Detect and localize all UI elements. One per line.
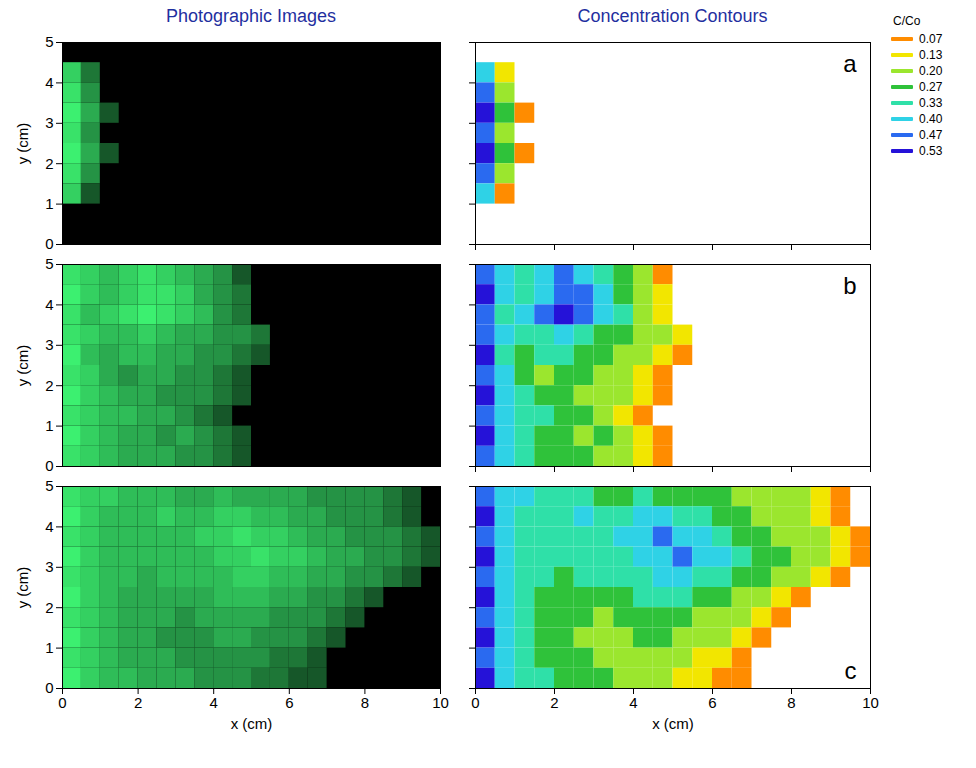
svg-text:4: 4: [45, 518, 53, 535]
svg-text:5: 5: [45, 255, 53, 272]
html-text:0.40: 0.40: [919, 112, 943, 126]
svg-text:2: 2: [45, 155, 53, 172]
html-text:0.47: 0.47: [919, 128, 943, 142]
html-text:0.53: 0.53: [919, 144, 943, 158]
svg-text:y (cm): y (cm): [14, 123, 31, 165]
svg-text:5: 5: [45, 477, 53, 494]
svg-text:a: a: [843, 50, 857, 77]
svg-text:y (cm): y (cm): [14, 567, 31, 609]
svg-text:4: 4: [629, 694, 637, 711]
svg-text:0: 0: [58, 694, 66, 711]
svg-text:6: 6: [285, 694, 293, 711]
html-text:0.20: 0.20: [919, 64, 943, 78]
svg-text:10: 10: [862, 694, 879, 711]
svg-text:y (cm): y (cm): [14, 345, 31, 387]
svg-text:0: 0: [45, 235, 53, 252]
svg-text:3: 3: [45, 114, 53, 131]
svg-text:x (cm): x (cm): [652, 715, 694, 732]
svg-text:4: 4: [210, 694, 218, 711]
svg-text:8: 8: [361, 694, 369, 711]
svg-text:6: 6: [708, 694, 716, 711]
svg-text:2: 2: [134, 694, 142, 711]
html-text:0.07: 0.07: [919, 32, 943, 46]
svg-text:2: 2: [550, 694, 558, 711]
svg-text:5: 5: [45, 33, 53, 50]
html-text:C/Co: C/Co: [893, 14, 921, 28]
svg-text:1: 1: [45, 639, 53, 656]
svg-text:x (cm): x (cm): [231, 715, 273, 732]
svg-text:3: 3: [45, 336, 53, 353]
html-text:Photographic Images: Photographic Images: [165, 5, 336, 26]
svg-text:3: 3: [45, 558, 53, 575]
svg-text:4: 4: [45, 74, 53, 91]
html-text:0.33: 0.33: [919, 96, 943, 110]
svg-text:2: 2: [45, 599, 53, 616]
svg-text:b: b: [843, 272, 856, 299]
svg-text:1: 1: [45, 417, 53, 434]
svg-text:0: 0: [471, 694, 479, 711]
svg-text:8: 8: [787, 694, 795, 711]
svg-text:4: 4: [45, 296, 53, 313]
svg-text:2: 2: [45, 377, 53, 394]
html-text:0.13: 0.13: [919, 48, 943, 62]
svg-text:10: 10: [432, 694, 449, 711]
svg-text:1: 1: [45, 195, 53, 212]
svg-text:0: 0: [45, 457, 53, 474]
html-text:Concentration Contours: Concentration Contours: [577, 5, 768, 26]
html-text:0.27: 0.27: [919, 80, 943, 94]
svg-text:0: 0: [45, 679, 53, 696]
svg-text:c: c: [845, 657, 857, 684]
